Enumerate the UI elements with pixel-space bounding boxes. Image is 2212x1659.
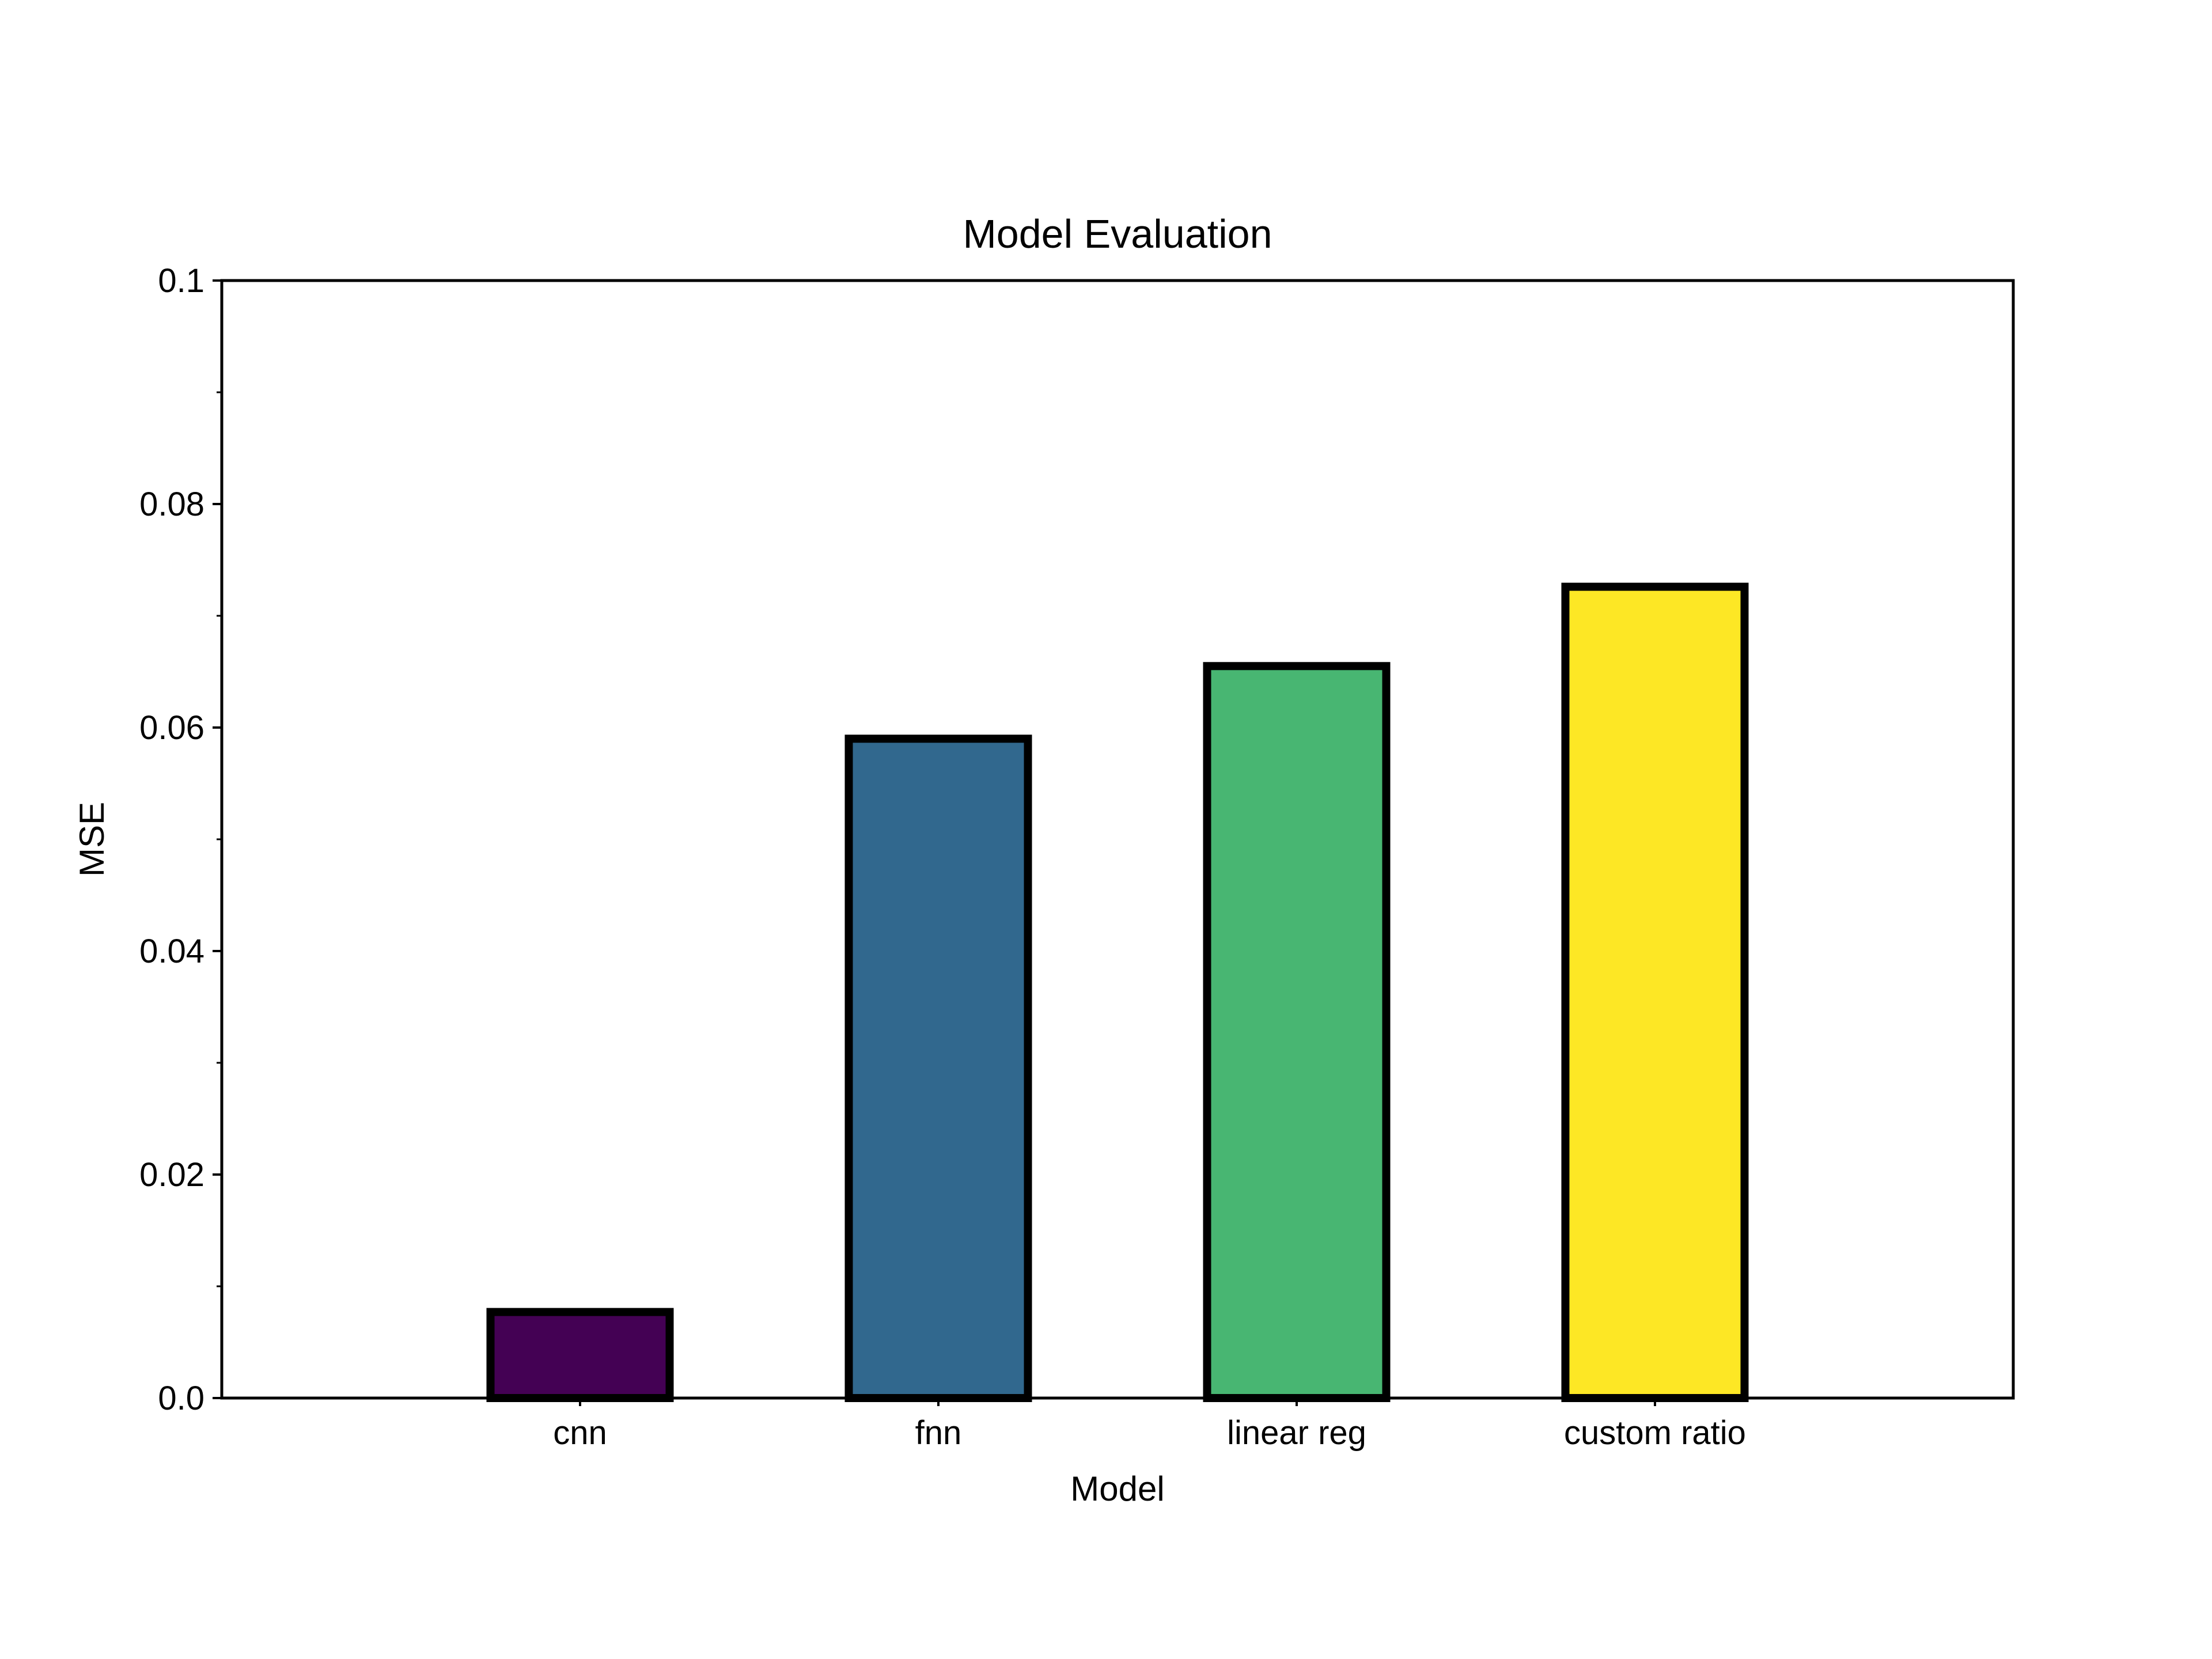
- x-tick-label: custom ratio: [1564, 1414, 1746, 1452]
- plot-area-frame: [220, 279, 2015, 1400]
- x-tick-label: cnn: [553, 1414, 607, 1452]
- y-tick-label: 0.1: [158, 262, 204, 300]
- y-tick-label: 0.08: [139, 486, 204, 523]
- y-tick-label: 0.0: [158, 1380, 204, 1417]
- y-tick-label: 0.02: [139, 1156, 204, 1194]
- x-tick-label: linear reg: [1227, 1414, 1366, 1452]
- bar-cnn: [486, 1308, 674, 1403]
- bars-layer: [486, 582, 1749, 1403]
- y-tick-label: 0.06: [139, 709, 204, 747]
- y-axis-label: MSE: [73, 802, 111, 877]
- x-axis-ticks: cnn fnn linear reg custom ratio: [553, 1398, 1746, 1452]
- x-axis-label: Model: [1070, 1469, 1164, 1508]
- y-axis-ticks: 0.0 0.02 0.04 0.06 0.08 0.1: [139, 262, 222, 1417]
- bar-custom-ratio: [1561, 582, 1749, 1402]
- bar-linear-reg: [1203, 662, 1391, 1402]
- chart-title: Model Evaluation: [963, 211, 1272, 256]
- x-tick-label: fnn: [915, 1414, 962, 1452]
- y-tick-label: 0.04: [139, 933, 204, 970]
- bar-fnn: [844, 734, 1032, 1402]
